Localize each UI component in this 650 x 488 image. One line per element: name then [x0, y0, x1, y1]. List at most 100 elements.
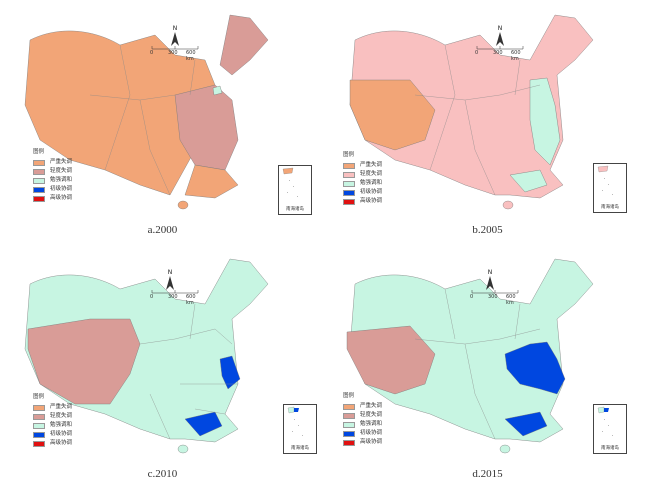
scale-zero: 0: [470, 294, 474, 300]
scale-zero: 0: [150, 294, 154, 300]
inset-label: 南海诸岛: [601, 205, 619, 210]
north-label: N: [172, 25, 178, 32]
legend-item-primary: 初级协调: [33, 431, 72, 440]
region-southeast: [184, 164, 239, 199]
china-map-2015: [346, 258, 594, 454]
legend-item-high: 高级协调: [33, 195, 72, 204]
scale-bar: 0 300 600 km: [150, 290, 200, 306]
scale-zero: 0: [150, 50, 154, 56]
inset-map: [282, 167, 299, 198]
china-map-2010: [24, 258, 269, 454]
region-main: [349, 258, 594, 443]
north-label: N: [497, 25, 503, 32]
legend-item-severe: 严重失调: [343, 403, 382, 412]
inset-label: 南海诸岛: [601, 446, 619, 451]
north-arrow: N: [165, 269, 175, 292]
inset-label: 南海诸岛: [291, 446, 309, 451]
legend-item-severe: 严重失调: [343, 162, 382, 171]
south-china-sea-inset: 南海诸岛: [593, 404, 627, 454]
legend-item-severe: 严重失调: [33, 159, 72, 168]
scale-bar-line: [151, 290, 199, 294]
north-arrow-icon: [496, 32, 504, 46]
panel-caption: b.2005: [472, 224, 503, 236]
legend: 图例 严重失调 轻度失调 勉强调和 初级协调 高级协调: [33, 394, 72, 449]
south-china-sea-inset: 南海诸岛: [283, 404, 317, 454]
legend-item-moderate: 轻度失调: [343, 171, 382, 180]
china-map-2000: [24, 14, 269, 210]
legend-item-high: 高级协调: [343, 439, 382, 448]
region-guangdong: [504, 411, 548, 437]
region-hainan: [502, 200, 514, 210]
inset-map: [287, 406, 304, 437]
map-panel-2000: N 0 300 600 km 图例 严重失调 轻度失调 勉强调和 初级协调 高级…: [0, 0, 325, 244]
north-arrow-icon: [486, 276, 494, 290]
legend-item-barely: 勉强调和: [33, 177, 72, 186]
scale-bar-line: [471, 290, 519, 294]
region-northeast: [219, 14, 269, 76]
legend: 图例 严重失调 轻度失调 勉强调和 初级协调 高级协调: [33, 149, 72, 204]
map-panel-2010: N 0 300 600 km 图例 严重失调 轻度失调 勉强调和 初级协调 高级…: [0, 244, 325, 488]
panel-caption: c.2010: [147, 468, 178, 480]
scale-mid: 300: [168, 50, 178, 56]
inset-label: 南海诸岛: [286, 207, 304, 212]
inset-map: [597, 165, 614, 196]
region-guangdong: [509, 169, 548, 193]
legend-item-primary: 初级协调: [343, 189, 382, 198]
scale-mid: 300: [493, 50, 503, 56]
region-guangdong: [184, 411, 223, 437]
scale-zero: 0: [475, 50, 479, 56]
scale-bar: 0 300 600 km: [475, 46, 525, 62]
north-arrow: N: [495, 25, 505, 48]
legend-title: 图例: [343, 152, 355, 158]
region-hainan: [177, 200, 189, 210]
scale-bar-line: [476, 46, 524, 50]
legend-item-primary: 初级协调: [343, 430, 382, 439]
region-beijing: [212, 85, 223, 96]
north-arrow: N: [170, 25, 180, 48]
map-panel-2005: N 0 300 600 km 图例 严重失调 轻度失调 勉强调和 初级协调 高级…: [325, 0, 650, 244]
inset-map: [597, 406, 614, 437]
legend: 图例 严重失调 轻度失调 勉强调和 初级协调 高级协调: [343, 393, 382, 448]
north-arrow: N: [485, 269, 495, 292]
legend-item-moderate: 轻度失调: [33, 168, 72, 177]
north-label: N: [167, 269, 173, 276]
region-west: [24, 30, 216, 196]
legend: 图例 严重失调 轻度失调 勉强调和 初级协调 高级协调: [343, 152, 382, 207]
legend-item-moderate: 轻度失调: [343, 412, 382, 421]
legend-title: 图例: [33, 149, 45, 155]
scale-bar: 0 300 600 km: [150, 46, 200, 62]
region-main: [349, 14, 594, 199]
scale-bar: 0 300 600 km: [470, 290, 520, 306]
panel-caption: a.2000: [147, 224, 178, 236]
legend-item-moderate: 轻度失调: [33, 413, 72, 422]
legend-title: 图例: [343, 393, 355, 399]
legend-item-high: 高级协调: [33, 440, 72, 449]
region-hainan: [499, 444, 511, 454]
legend-item-high: 高级协调: [343, 198, 382, 207]
scale-end: 600 km: [186, 294, 196, 306]
legend-item-barely: 勉强调和: [343, 180, 382, 189]
china-map-2005: [349, 14, 594, 210]
panel-caption: d.2015: [472, 468, 503, 480]
scale-mid: 300: [488, 294, 498, 300]
legend-item-barely: 勉强调和: [33, 422, 72, 431]
region-tibet: [346, 325, 436, 395]
region-east-coast: [529, 77, 561, 166]
scale-end: 600 km: [186, 50, 196, 62]
region-hainan: [177, 444, 189, 454]
scale-end: 600 km: [511, 50, 521, 62]
legend-item-primary: 初级协调: [33, 186, 72, 195]
region-east-coast: [504, 341, 566, 395]
map-panel-2015: N 0 300 600 km 图例 严重失调 轻度失调 勉强调和 初级协调 高级…: [325, 244, 650, 488]
south-china-sea-inset: 南海诸岛: [278, 165, 312, 215]
scale-end: 600 km: [506, 294, 516, 306]
region-tibet: [349, 79, 436, 151]
scale-mid: 300: [168, 294, 178, 300]
north-arrow-icon: [171, 32, 179, 46]
region-west-moderate: [27, 318, 141, 405]
legend-item-severe: 严重失调: [33, 404, 72, 413]
south-china-sea-inset: 南海诸岛: [593, 163, 627, 213]
scale-bar-line: [151, 46, 199, 50]
north-label: N: [487, 269, 493, 276]
legend-title: 图例: [33, 394, 45, 400]
